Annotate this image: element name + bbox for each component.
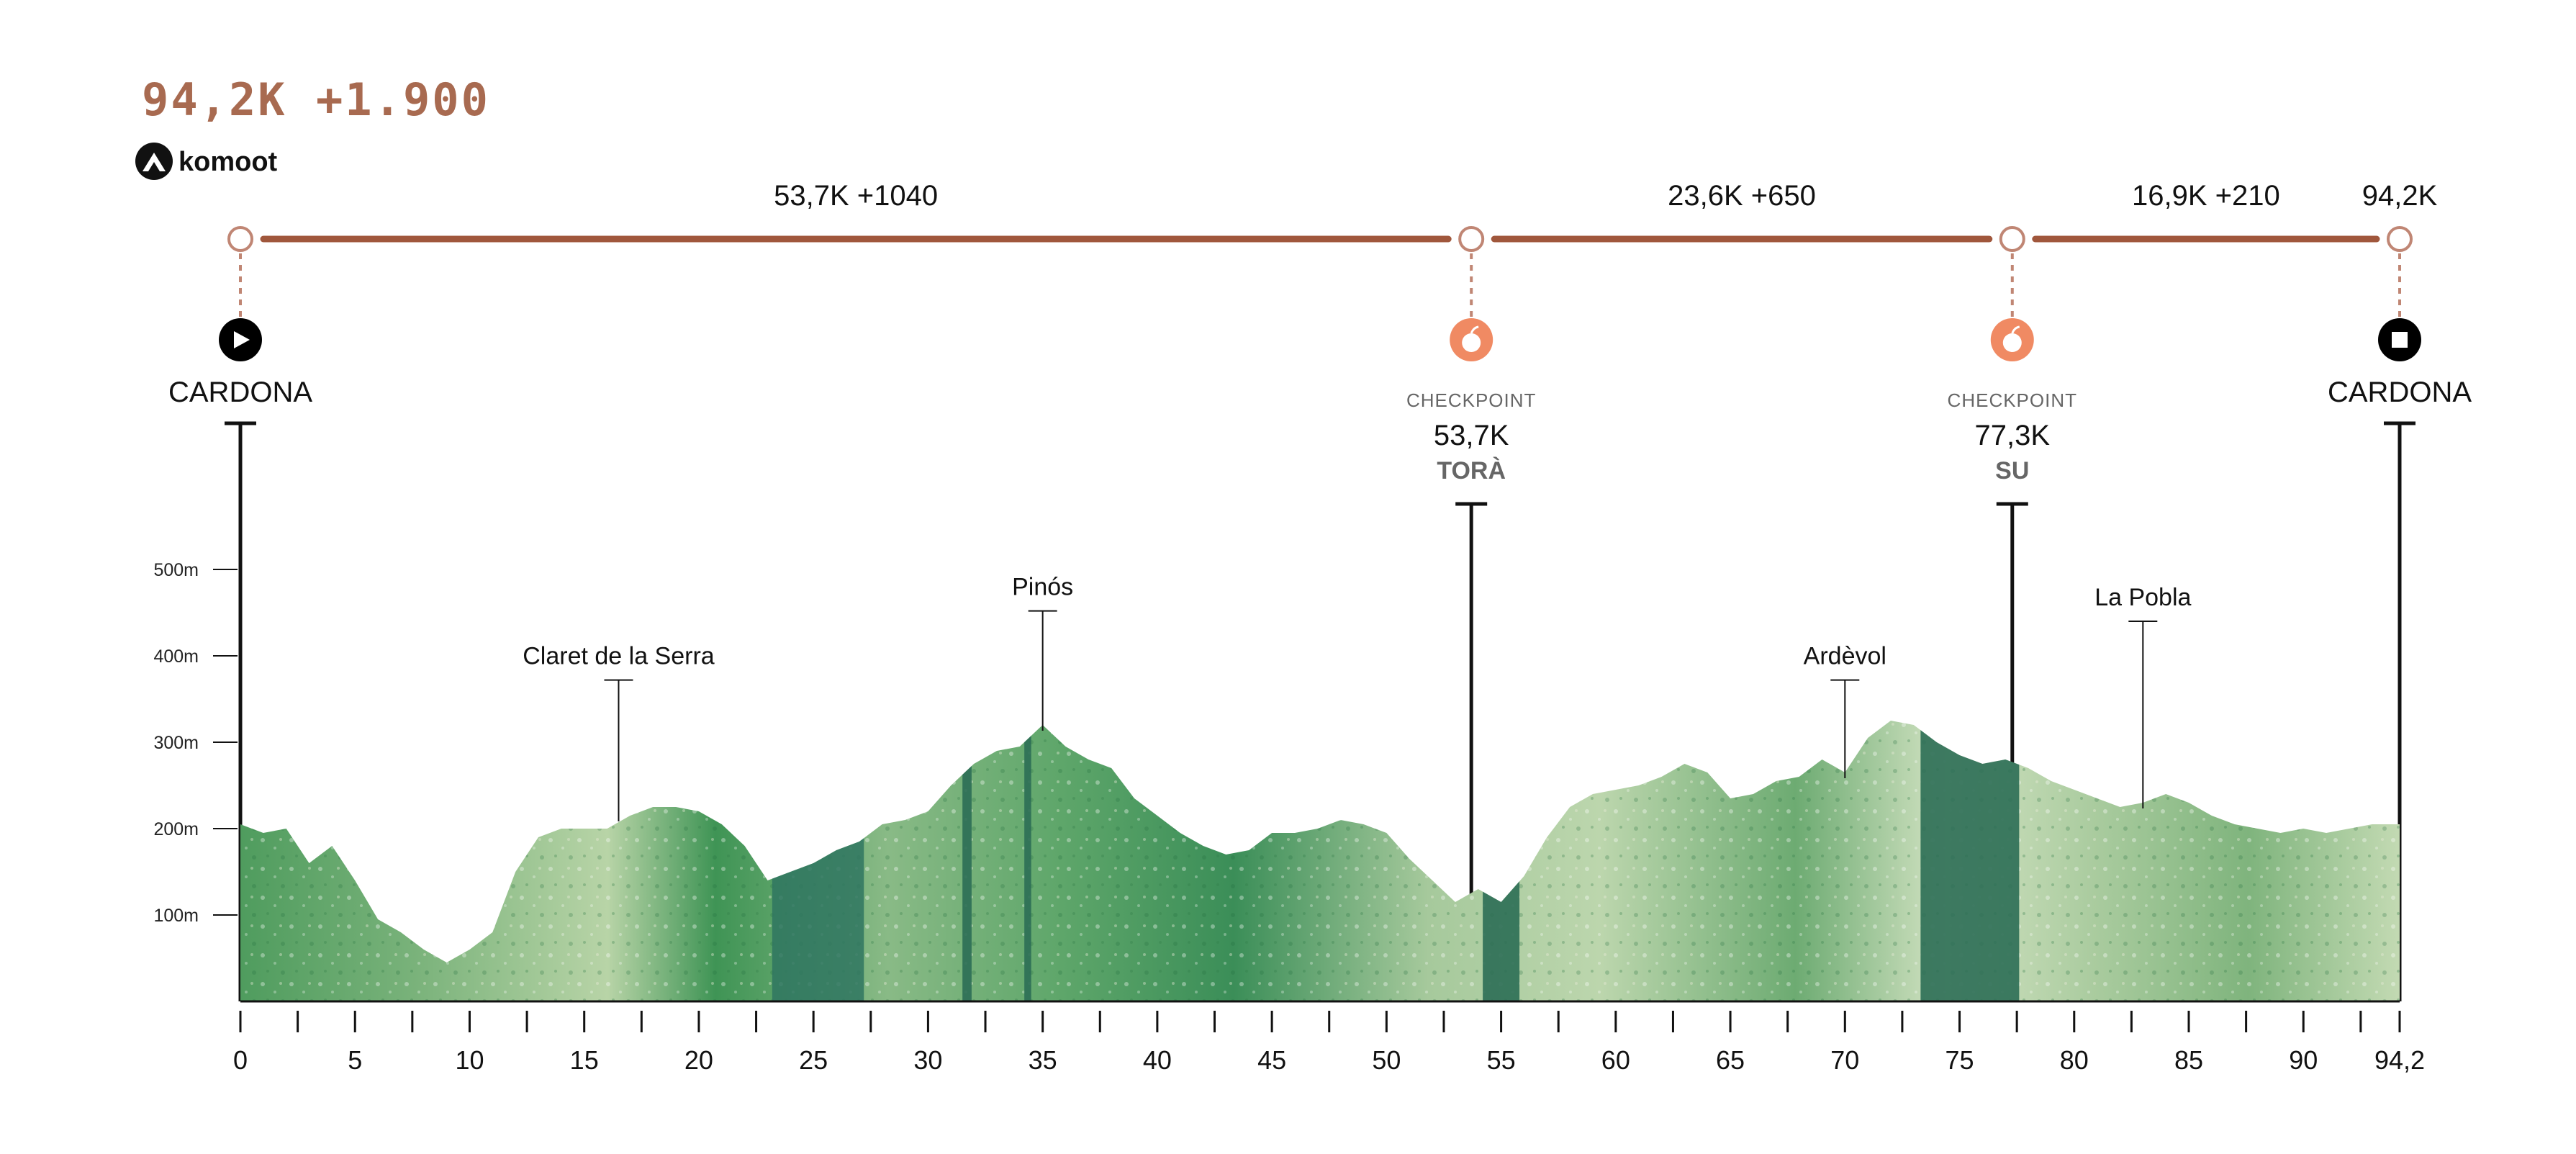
x-tick-label: 85 bbox=[2174, 1045, 2203, 1075]
terrain-band bbox=[1920, 721, 2020, 1001]
terrain-texture bbox=[240, 721, 2400, 1001]
checkpoint-caption: CHECKPOINT bbox=[1406, 389, 1536, 411]
checkpoint-name: TORÀ bbox=[1437, 457, 1506, 484]
x-tick-label: 50 bbox=[1372, 1045, 1401, 1075]
x-tick-label: 65 bbox=[1716, 1045, 1745, 1075]
waypoint-node bbox=[227, 226, 253, 252]
place-label: Ardèvol bbox=[1804, 643, 1886, 670]
x-tick-label: 0 bbox=[233, 1045, 248, 1075]
checkpoint-name: SU bbox=[1995, 457, 2029, 484]
waypoint-node bbox=[1458, 226, 1485, 252]
x-tick-label: 70 bbox=[1830, 1045, 1859, 1075]
place-label: Claret de la Serra bbox=[523, 643, 715, 670]
y-tick-label: 200m bbox=[153, 819, 199, 839]
terrain-area bbox=[240, 721, 2400, 1001]
x-tick-label: 60 bbox=[1601, 1045, 1630, 1075]
y-tick-label: 300m bbox=[153, 733, 199, 753]
y-tick-label: 500m bbox=[153, 560, 199, 580]
komoot-brand-name: komoot bbox=[178, 147, 278, 177]
place-label: Pinós bbox=[1012, 574, 1073, 601]
checkpoint-caption: CHECKPOINT bbox=[1948, 389, 2077, 411]
finish-distance-label: 94,2K bbox=[2362, 180, 2438, 212]
route-markers: CARDONA CHECKPOINT 53,7K TORÀ CHECKPOINT 77,3… bbox=[168, 226, 2472, 1001]
x-tick-label: 5 bbox=[348, 1045, 362, 1075]
x-tick-label: 75 bbox=[1945, 1045, 1974, 1075]
y-tick-label: 100m bbox=[153, 906, 199, 926]
x-tick-label: 80 bbox=[2060, 1045, 2089, 1075]
y-tick-label: 400m bbox=[153, 646, 199, 667]
stop-icon bbox=[2392, 332, 2408, 348]
checkpoint-distance: 77,3K bbox=[1975, 420, 2051, 451]
endpoint-name: CARDONA bbox=[168, 377, 312, 408]
waypoint-node bbox=[1999, 226, 2025, 252]
segment-label: 53,7K +1040 bbox=[774, 180, 938, 212]
x-tick-label: 25 bbox=[799, 1045, 828, 1075]
y-axis: 100m 200m 300m 400m 500m bbox=[153, 560, 238, 926]
play-icon bbox=[234, 331, 250, 348]
terrain-band bbox=[1024, 721, 1031, 1001]
place-label: La Pobla bbox=[2094, 584, 2191, 611]
route-segments: 53,7K +1040 23,6K +650 16,9K +210 94,2K bbox=[260, 180, 2438, 243]
apple-icon bbox=[2002, 325, 2022, 352]
x-tick-label: 45 bbox=[1257, 1045, 1286, 1075]
x-tick-label: 35 bbox=[1029, 1045, 1057, 1075]
x-tick-label: 15 bbox=[570, 1045, 599, 1075]
segment-label: 16,9K +210 bbox=[2132, 180, 2280, 212]
route-summary-title: 94,2K +1.900 bbox=[142, 73, 490, 126]
x-tick-label: 40 bbox=[1143, 1045, 1172, 1075]
x-tick-label: 94,2 bbox=[2374, 1045, 2425, 1075]
place-annotations: Claret de la Serra Pinós Ardèvol La Pobla bbox=[523, 574, 2192, 821]
terrain-band bbox=[962, 721, 972, 1001]
terrain-band bbox=[772, 721, 864, 1001]
komoot-logo: komoot bbox=[135, 143, 278, 180]
x-axis: 0 5 10 15 20 25 30 35 40 45 50 55 60 65 70 75 80 85 90 94,2 bbox=[233, 1000, 2425, 1075]
endpoint-name: CARDONA bbox=[2328, 377, 2472, 408]
x-tick-label: 30 bbox=[913, 1045, 942, 1075]
segment-label: 23,6K +650 bbox=[1668, 180, 1816, 212]
x-tick-label: 10 bbox=[455, 1045, 484, 1075]
checkpoint-distance: 53,7K bbox=[1434, 420, 1509, 451]
terrain-band bbox=[1483, 721, 1520, 1001]
x-tick-label: 55 bbox=[1487, 1045, 1516, 1075]
x-tick-label: 20 bbox=[684, 1045, 713, 1075]
waypoint-node bbox=[2387, 226, 2413, 252]
apple-icon bbox=[1462, 325, 1481, 352]
x-tick-label: 90 bbox=[2289, 1045, 2318, 1075]
